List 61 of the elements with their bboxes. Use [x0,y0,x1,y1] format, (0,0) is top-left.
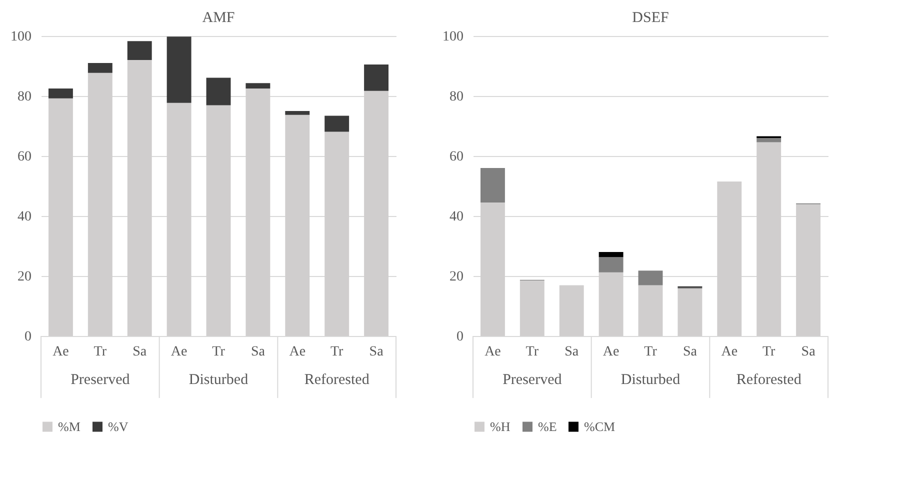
x-tick-label: Ae [602,344,620,360]
y-tick-label: 0 [24,330,32,344]
y-tick-label: 60 [18,150,32,164]
x-tick-label: Tr [762,344,776,360]
y-tick-label: 60 [450,150,464,164]
bar [324,116,350,132]
bar [127,41,152,60]
text: Reforested [736,372,802,388]
legend-label: %CM [584,418,616,434]
x-tick-label: Ae [170,344,188,360]
text: Disturbed [620,372,681,388]
text: Disturbed [188,372,249,388]
x-tick-label: Sa [369,344,384,360]
bar [480,168,505,202]
bar [246,83,270,88]
bar [598,257,624,272]
legend-label: %V [108,418,129,434]
y-tick-label: 20 [18,270,32,284]
chart-title: AMF [202,10,235,26]
text: Reforested [304,372,370,388]
bar [364,64,389,91]
chart-title: DSEF [632,10,669,26]
bar [520,280,544,336]
text: Preserved [502,372,562,388]
legend-label: %E [538,418,557,434]
x-tick-label: Sa [250,344,266,360]
bar [678,288,702,336]
x-tick-label: Sa [682,344,698,360]
x-tick-label: Sa [801,344,816,360]
x-tick-label: Ae [289,344,306,360]
x-tick-label: Tr [94,344,107,360]
y-tick-label: 80 [450,90,464,104]
y-tick-label: 40 [450,210,464,224]
bar [756,138,782,142]
legend-label: %M [58,418,81,434]
y-tick-label: 0 [456,330,464,344]
x-tick-label: Ae [484,344,501,360]
y-tick-label: 40 [18,210,32,224]
y-tick-label: 100 [442,30,464,44]
bar [638,270,663,286]
y-tick-label: 20 [450,270,464,284]
legend-label: %H [490,418,510,434]
bar [88,63,112,73]
bar [638,285,663,336]
x-tick-label: Ae [721,344,738,360]
x-tick-label: Tr [212,344,226,360]
text: Preserved [70,372,130,388]
x-tick-label: Ae [52,344,69,360]
bar [598,252,624,258]
y-tick-label: 80 [18,90,32,104]
x-tick-label: Tr [330,344,344,360]
y-tick-label: 100 [10,30,32,44]
x-tick-label: Sa [132,344,148,360]
bar [48,88,73,98]
bar [166,36,192,103]
x-tick-label: Sa [564,344,580,360]
x-tick-label: Tr [644,344,658,360]
bar [559,285,584,336]
bar [285,111,310,115]
x-tick-label: Tr [526,344,539,360]
bar [206,78,231,106]
